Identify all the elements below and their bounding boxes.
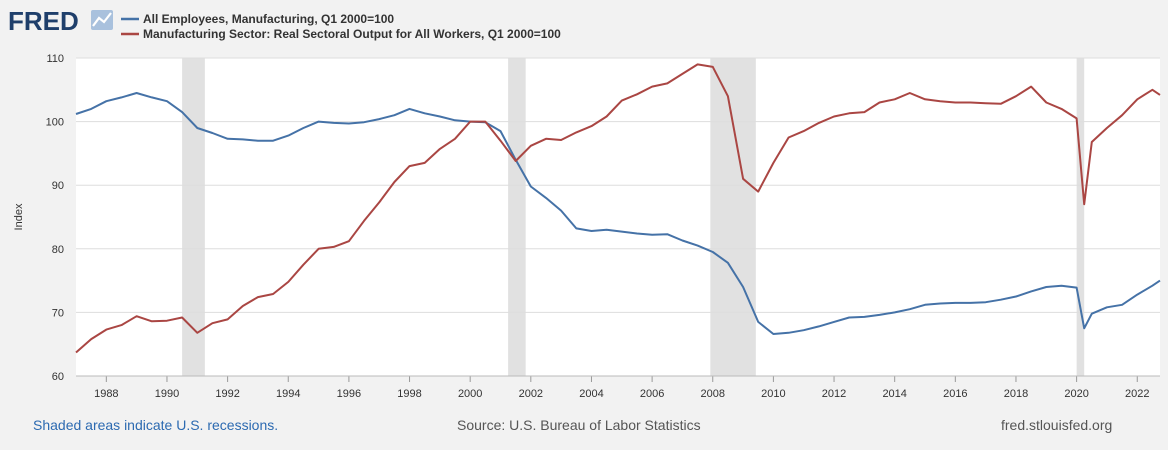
x-tick-label: 2006 [640, 388, 664, 400]
legend-label-output: Manufacturing Sector: Real Sectoral Outp… [143, 27, 561, 41]
x-tick-label: 2016 [943, 388, 967, 400]
x-tick-label: 2020 [1064, 388, 1088, 400]
x-tick-label: 1998 [397, 388, 421, 400]
x-tick-label: 1996 [337, 388, 361, 400]
footer-site-link[interactable]: fred.stlouisfed.org [1001, 417, 1113, 433]
x-tick-label: 2022 [1125, 388, 1149, 400]
x-tick-label: 2010 [761, 388, 785, 400]
y-tick-label: 80 [52, 244, 64, 256]
legend: All Employees, Manufacturing, Q1 2000=10… [121, 12, 561, 41]
x-tick-label: 2014 [882, 388, 906, 400]
x-tick-label: 1988 [94, 388, 118, 400]
recession-band [710, 58, 756, 376]
y-tick-label: 100 [46, 117, 64, 129]
recession-band [182, 58, 205, 376]
plot-area [76, 58, 1160, 376]
x-tick-label: 1994 [276, 388, 300, 400]
x-tick-label: 1990 [155, 388, 179, 400]
series-line-output [75, 63, 1161, 354]
y-tick-label: 60 [52, 371, 64, 383]
x-tick-label: 2004 [579, 388, 603, 400]
x-tick-label: 2018 [1004, 388, 1028, 400]
recession-band [508, 58, 526, 376]
y-axis-ticks: 60 70 80 90 100 110 [46, 53, 64, 383]
y-tick-label: 70 [52, 307, 64, 319]
footer-recession-note[interactable]: Shaded areas indicate U.S. recessions. [33, 417, 279, 433]
x-tick-label: 1992 [215, 388, 239, 400]
fred-logo-text: FRED [8, 6, 79, 36]
x-tick-label: 2002 [519, 388, 543, 400]
legend-label-employees: All Employees, Manufacturing, Q1 2000=10… [143, 12, 394, 26]
recession-band [1076, 58, 1085, 376]
x-tick-label: 2000 [458, 388, 482, 400]
series-lines [75, 63, 1161, 354]
trend-icon [91, 10, 113, 30]
x-tick-label: 2008 [701, 388, 725, 400]
fred-logo[interactable]: FRED [8, 6, 113, 36]
y-axis-label: Index [13, 203, 25, 230]
y-tick-label: 90 [52, 180, 64, 192]
x-axis-ticks: 1988 1990 1992 1994 1996 1998 2000 2002 2004 2006… [76, 375, 1160, 400]
y-tick-label: 110 [46, 53, 64, 65]
x-tick-label: 2012 [822, 388, 846, 400]
recession-bands [182, 58, 1085, 376]
series-line-employees [75, 92, 1161, 335]
footer-source: Source: U.S. Bureau of Labor Statistics [457, 417, 701, 433]
